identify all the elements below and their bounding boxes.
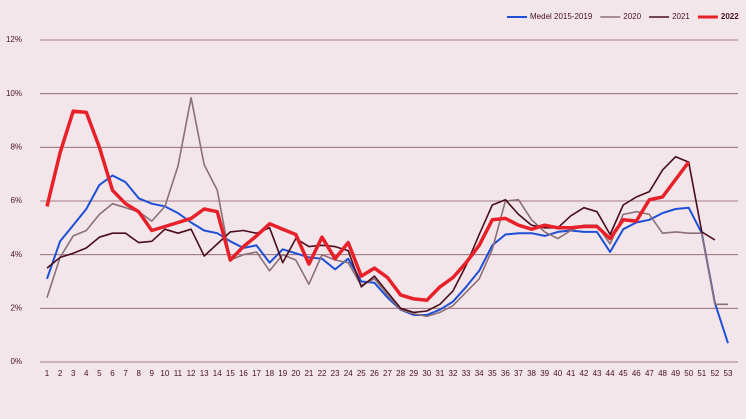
x-tick-label: 3 [71,369,76,378]
x-tick-label: 5 [97,369,102,378]
x-tick-label: 51 [697,369,706,378]
x-tick-label: 18 [265,369,274,378]
x-tick-label: 17 [252,369,261,378]
x-tick-label: 24 [344,369,353,378]
x-tick-label: 52 [710,369,719,378]
x-tick-label: 53 [724,369,733,378]
x-tick-label: 30 [422,369,431,378]
x-tick-label: 35 [488,369,497,378]
y-tick-label: 0% [10,357,22,366]
x-tick-label: 28 [396,369,405,378]
series-line [46,174,729,344]
x-tick-label: 15 [226,369,235,378]
y-tick-label: 2% [10,303,22,312]
x-tick-label: 26 [370,369,379,378]
y-tick-label: 4% [10,250,22,259]
x-tick-label: 16 [239,369,248,378]
x-tick-label: 40 [553,369,562,378]
x-tick-label: 27 [383,369,392,378]
x-tick-label: 42 [579,369,588,378]
x-tick-label: 21 [304,369,313,378]
x-tick-label: 46 [632,369,641,378]
x-tick-label: 44 [606,369,615,378]
y-tick-label: 6% [10,196,22,205]
legend-label: 2022 [721,12,739,21]
legend-label: Medel 2015-2019 [530,12,593,21]
x-tick-label: 47 [645,369,654,378]
legend-label: 2021 [672,12,690,21]
x-tick-label: 29 [409,369,418,378]
x-tick-label: 32 [449,369,458,378]
x-tick-label: 4 [84,369,89,378]
x-tick-label: 31 [435,369,444,378]
x-tick-label: 38 [527,369,536,378]
x-tick-label: 14 [213,369,222,378]
x-tick-label: 41 [566,369,575,378]
x-tick-label: 10 [160,369,169,378]
x-tick-label: 48 [658,369,667,378]
x-tick-label: 25 [357,369,366,378]
y-tick-label: 8% [10,142,22,151]
x-tick-label: 12 [187,369,196,378]
x-tick-label: 13 [200,369,209,378]
x-tick-label: 50 [684,369,693,378]
x-tick-label: 1 [45,369,50,378]
x-tick-label: 36 [501,369,510,378]
x-tick-label: 20 [291,369,300,378]
y-tick-label: 10% [6,89,22,98]
x-tick-label: 37 [514,369,523,378]
x-tick-label: 33 [462,369,471,378]
series-line [46,155,716,314]
x-tick-label: 49 [671,369,680,378]
x-tick-label: 2 [58,369,63,378]
series-line [46,96,728,318]
x-tick-label: 34 [475,369,484,378]
x-tick-label: 11 [174,369,183,378]
x-tick-label: 8 [136,369,141,378]
series-line [45,109,691,303]
x-tick-label: 22 [318,369,327,378]
x-tick-label: 6 [110,369,115,378]
x-tick-label: 43 [593,369,602,378]
x-tick-label: 45 [619,369,628,378]
x-tick-label: 7 [123,369,128,378]
legend-label: 2020 [623,12,641,21]
x-tick-label: 39 [540,369,549,378]
x-tick-label: 9 [150,369,155,378]
x-tick-label: 19 [278,369,287,378]
y-tick-label: 12% [6,35,22,44]
x-tick-label: 23 [331,369,340,378]
